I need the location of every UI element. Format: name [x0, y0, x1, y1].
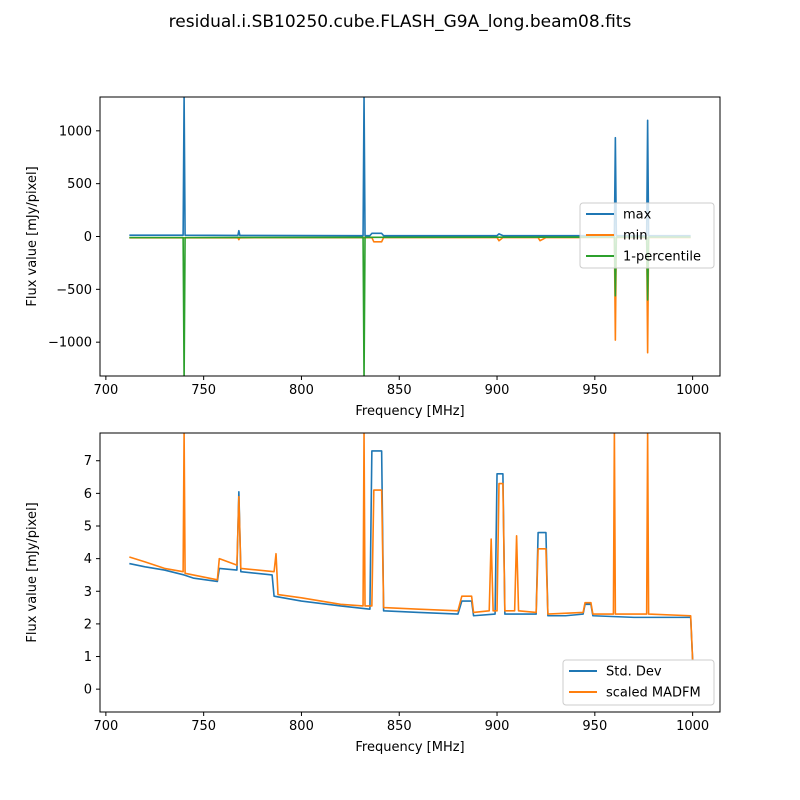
legend-label: 1-percentile: [623, 250, 701, 265]
x-tick-label: 1000: [676, 719, 709, 734]
data-layer: [129, 433, 694, 660]
legend-label: scaled MADFM: [606, 686, 701, 701]
x-tick-label: 700: [93, 719, 118, 734]
figure-title: residual.i.SB10250.cube.FLASH_G9A_long.b…: [168, 12, 632, 32]
legend-label: Std. Dev: [606, 665, 662, 680]
x-tick-label: 850: [387, 719, 412, 734]
series-line-std-dev: [129, 450, 694, 660]
x-tick-label: 800: [289, 719, 314, 734]
y-tick-label: 0: [84, 230, 92, 245]
x-tick-label: 750: [191, 383, 216, 398]
x-tick-label: 950: [582, 383, 607, 398]
y-tick-label: 6: [84, 487, 92, 502]
series-line-1-percentile: [129, 236, 691, 376]
legend-frame: [579, 202, 715, 269]
y-tick-label: 500: [67, 177, 92, 192]
x-tick-label: 900: [485, 719, 510, 734]
y-tick-label: 3: [84, 585, 92, 600]
legend-label: min: [623, 229, 648, 244]
x-tick-label: 950: [582, 719, 607, 734]
y-tick-label: −1000: [48, 336, 92, 351]
x-tick-label: 850: [387, 383, 412, 398]
x-tick-label: 750: [191, 719, 216, 734]
x-tick-label: 800: [289, 383, 314, 398]
y-tick-label: 0: [84, 683, 92, 698]
plot-frame: [99, 432, 721, 713]
x-tick-label: 900: [485, 383, 510, 398]
legend: Std. Dev scaled MADFM: [562, 659, 715, 706]
y-axis-label: Flux value [mJy/pixel]: [25, 502, 40, 642]
y-tick-label: 2: [84, 617, 92, 632]
series-line-scaled-madfm: [129, 433, 694, 660]
y-tick-label: 4: [84, 552, 92, 567]
legend-frame: [562, 659, 715, 706]
y-tick-label: 1000: [59, 124, 92, 139]
legend-label: max: [623, 208, 652, 223]
y-tick-label: 1: [84, 650, 92, 665]
y-axis-label: Flux value [mJy/pixel]: [25, 166, 40, 306]
legend: max min 1-percentile: [579, 202, 715, 269]
y-tick-label: 5: [84, 520, 92, 535]
x-axis-label: Frequency [MHz]: [355, 404, 464, 419]
y-tick-label: 7: [84, 454, 92, 469]
x-tick-label: 700: [93, 383, 118, 398]
x-tick-label: 1000: [676, 383, 709, 398]
x-axis-label: Frequency [MHz]: [355, 740, 464, 755]
chart-flux-extremes: 700 750 800 850 900 950 1000 −1000 −500 0 500 1000 F…: [25, 96, 721, 419]
y-tick-label: −500: [56, 283, 92, 298]
